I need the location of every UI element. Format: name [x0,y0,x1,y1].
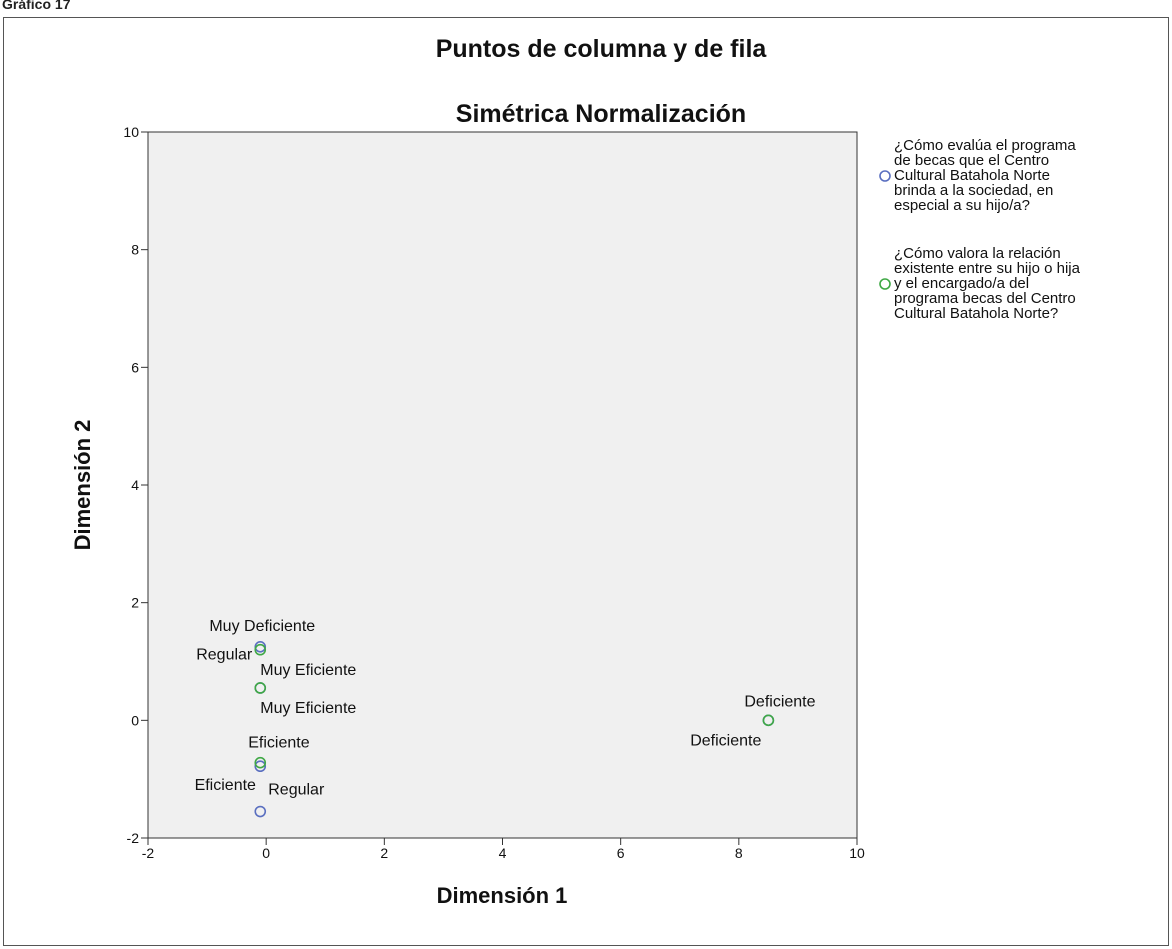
legend-label: brinda a la sociedad, en [894,182,1053,199]
data-point-series1 [254,640,267,653]
data-point-series1 [254,760,267,773]
point-label: Regular [196,647,253,664]
y-tick-label: 4 [131,477,139,493]
y-axis-label: Dimensión 2 [70,420,95,551]
data-point-series1 [254,805,267,818]
axes: -2 0 2 4 6 8 10 -2 0 2 4 6 8 10 [123,124,865,861]
y-tick-label: 10 [123,124,139,140]
chart-title: Puntos de columna y de fila [436,35,768,63]
x-tick-label: -2 [142,845,155,861]
legend-label: existente entre su hijo o hija [894,260,1081,277]
legend-label: Cultural Batahola Norte [894,167,1050,184]
y-tick-label: 0 [131,712,139,728]
legend-marker [879,170,891,182]
data-point-series2 [762,714,775,727]
point-label: Regular [268,782,325,799]
plot-area [147,131,858,839]
data-point-series2 [254,682,267,694]
figure-caption: Gráfico 17 [2,0,71,12]
legend-label: ¿Cómo evalúa el programa [894,137,1076,154]
data-point-series2 [254,756,267,769]
x-axis-label: Dimensión 1 [437,883,568,908]
scatter-chart: Puntos de columna y de fila Simétrica No… [70,35,1081,908]
y-tick-label: 6 [131,359,139,375]
x-tick-label: 6 [617,845,625,861]
x-tick-label: 10 [849,845,865,861]
legend-label: de becas que el Centro [894,152,1049,169]
point-label: Deficiente [690,732,761,749]
chart-subtitle: Simétrica Normalización [456,100,746,128]
y-tick-label: -2 [127,830,140,846]
point-label: Muy Eficiente [260,662,356,679]
point-label: Deficiente [744,693,815,710]
point-labels: Muy Deficiente Muy Eficiente Eficiente Regu… [195,618,816,799]
data-point-series2 [254,643,267,656]
point-label: Muy Eficiente [260,700,356,717]
y-tick-label: 2 [131,595,139,611]
legend-label: especial a su hijo/a? [894,197,1030,214]
legend-label: y el encargado/a del [894,275,1029,292]
legend-label: programa becas del Centro [894,290,1076,307]
legend-label: Cultural Batahola Norte? [894,305,1058,322]
x-tick-label: 8 [735,845,743,861]
x-tick-label: 2 [380,845,388,861]
legend-label: ¿Cómo valora la relación [894,245,1061,262]
point-label: Eficiente [248,735,309,752]
data-points [254,640,775,818]
y-tick-label: 8 [131,242,139,258]
x-tick-label: 4 [499,845,507,861]
chart-frame: Puntos de columna y de fila Simétrica No… [3,17,1169,946]
legend-marker [879,278,891,290]
x-tick-label: 0 [262,845,270,861]
point-label: Eficiente [195,777,256,794]
point-label: Muy Deficiente [209,618,315,635]
